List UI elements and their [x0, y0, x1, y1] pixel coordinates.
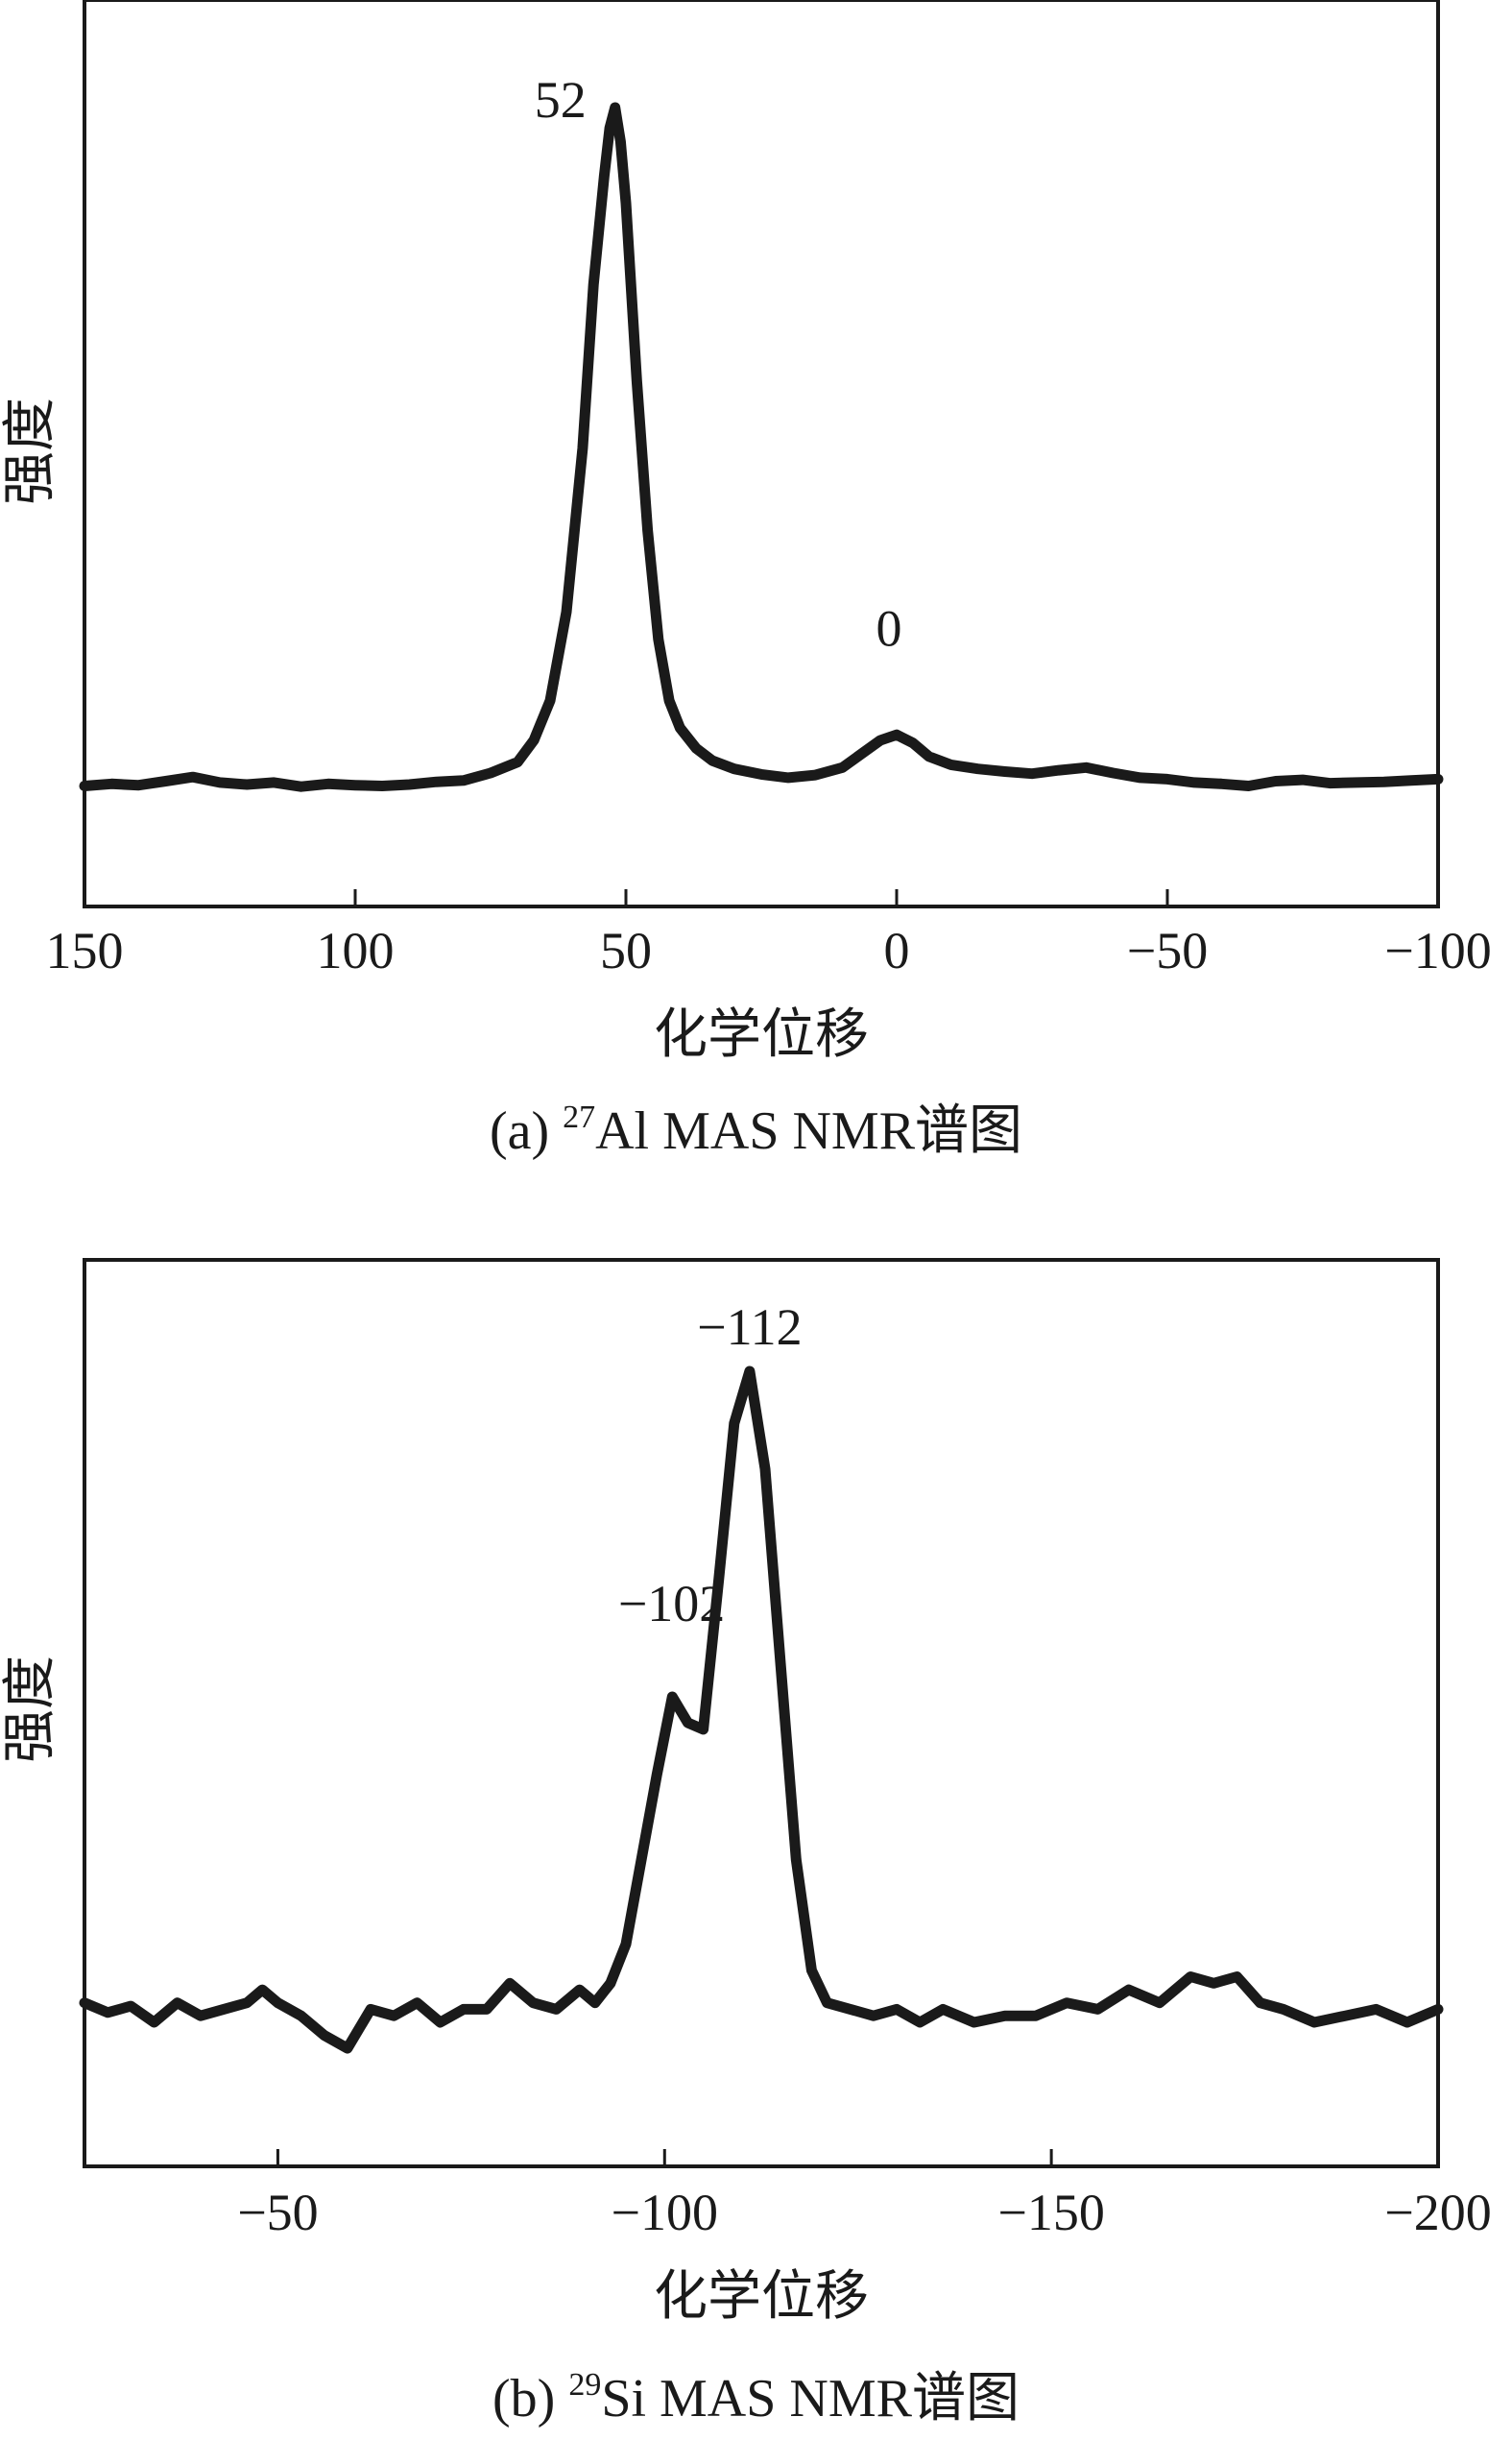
x-tick-label-b-2: −150 [997, 2184, 1104, 2241]
caption-b-prefix: (b) [492, 2369, 569, 2429]
x-tick-label-a-3: 0 [884, 922, 910, 979]
caption-a-text: Al MAS NMR谱图 [595, 1101, 1023, 1161]
y-axis-label-b: 强度 [0, 1656, 61, 1763]
panel-b: −50 −100 −150 −200 −112 −102 强度 化学位移 [0, 1258, 1492, 2328]
x-tick-label-a-2: 50 [600, 922, 652, 979]
x-tick-label-b-3: −200 [1384, 2184, 1491, 2241]
peak-label-52: 52 [535, 71, 587, 129]
plot-frame-a [83, 0, 1440, 908]
panel-a: 150 100 50 0 −50 −100 52 0 强度 化学位移 [0, 0, 1492, 1066]
x-axis-label-b: 化学位移 [654, 2265, 869, 2328]
x-tick-label-a-1: 100 [317, 922, 395, 979]
caption-a-prefix: (a) [489, 1101, 564, 1161]
caption-a-isotope: 27 [563, 1100, 596, 1135]
x-axis-a: 150 100 50 0 −50 −100 [46, 889, 1492, 979]
caption-a: (a) 27Al MAS NMR谱图 [0, 1087, 1512, 1165]
plot-frame-b [83, 1258, 1440, 2168]
peak-label-minus-102: −102 [618, 1575, 725, 1632]
x-tick-label-a-5: −100 [1384, 922, 1491, 979]
y-axis-label-a: 强度 [0, 398, 61, 505]
x-axis-b: −50 −100 −150 −200 [237, 2149, 1492, 2241]
peak-label-0: 0 [876, 600, 902, 658]
caption-b: (b) 29Si MAS NMR谱图 [0, 2355, 1512, 2432]
x-tick-label-a-0: 150 [46, 922, 124, 979]
caption-b-text: Si MAS NMR谱图 [601, 2369, 1020, 2429]
series-line-b [79, 1366, 1444, 2054]
x-tick-label-b-1: −100 [612, 2184, 718, 2241]
x-tick-label-a-4: −50 [1127, 922, 1208, 979]
x-axis-label-a: 化学位移 [654, 1003, 869, 1066]
caption-b-isotope: 29 [568, 2367, 602, 2403]
series-line-a [79, 102, 1444, 792]
peak-label-minus-112: −112 [697, 1298, 802, 1356]
x-tick-label-b-0: −50 [237, 2184, 318, 2241]
